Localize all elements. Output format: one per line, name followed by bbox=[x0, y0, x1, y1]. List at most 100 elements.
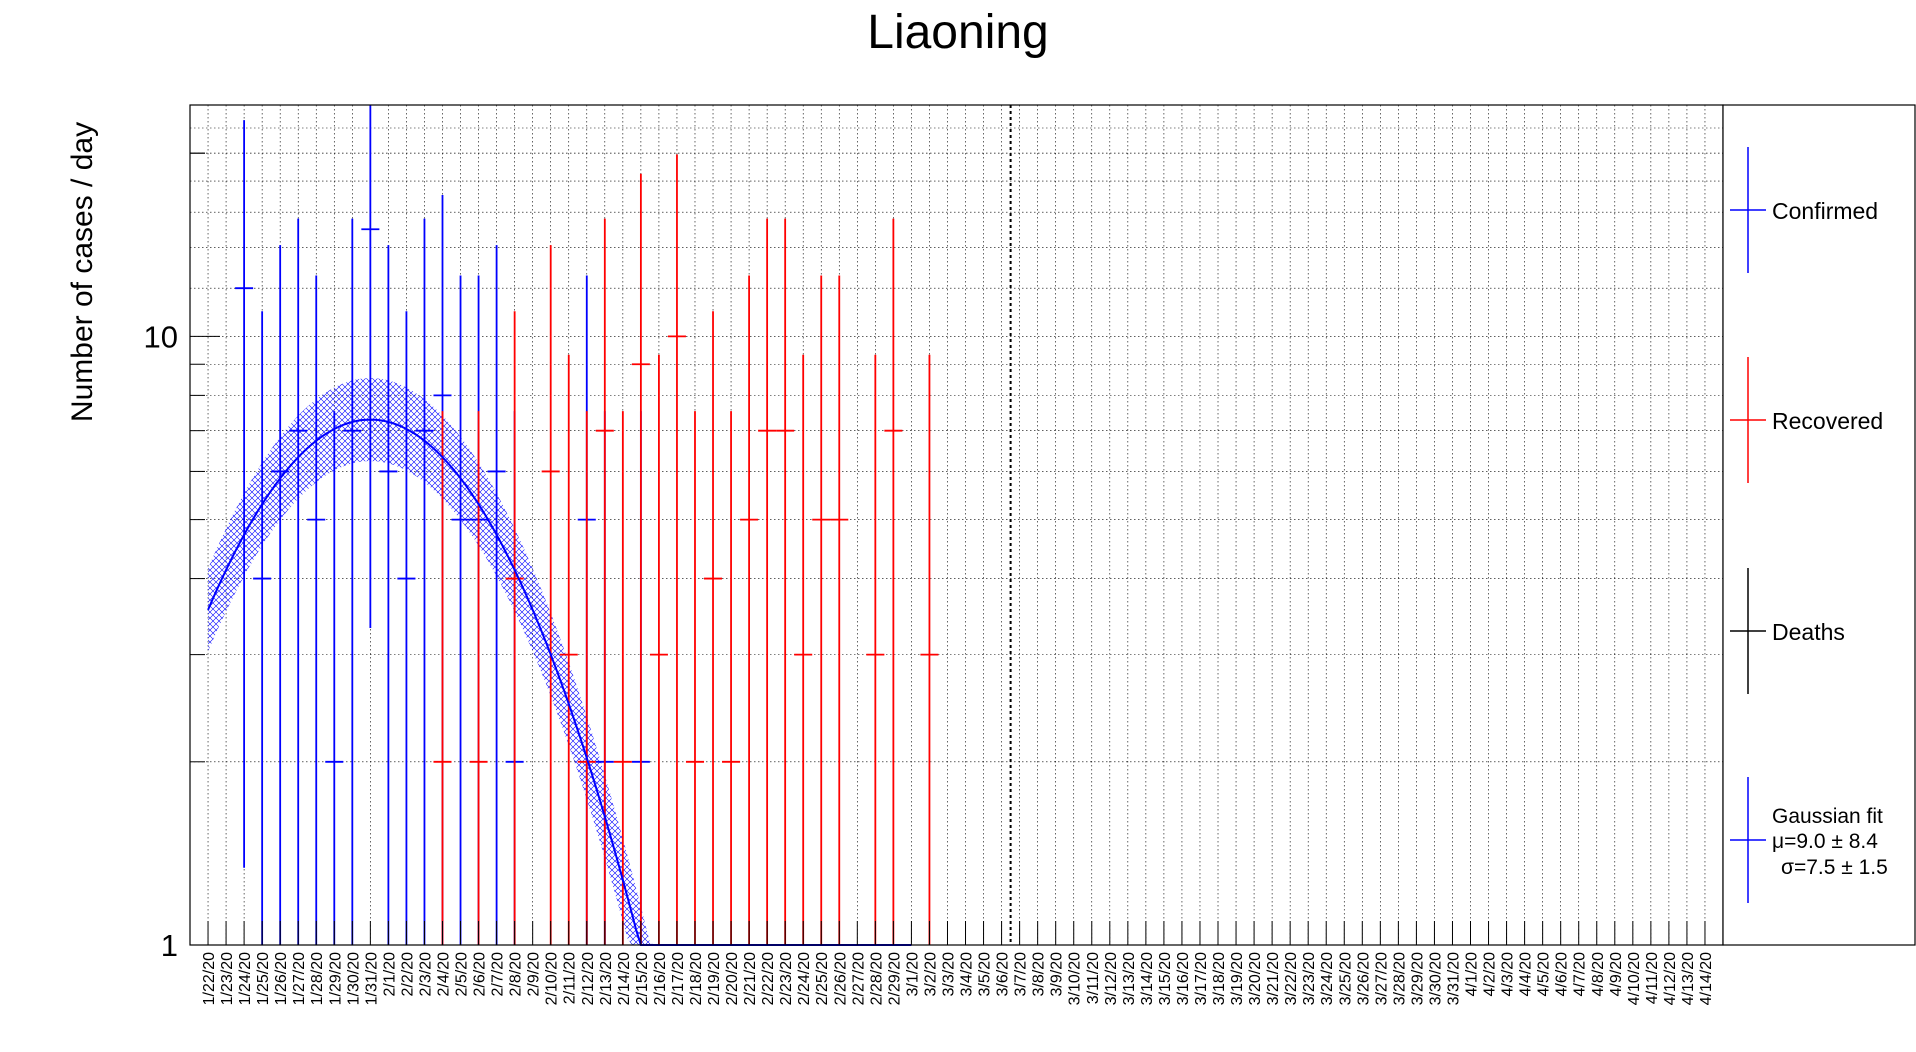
x-tick-label: 1/29/20 bbox=[327, 952, 344, 1005]
x-tick-label: 3/27/20 bbox=[1373, 952, 1390, 1005]
x-tick-label: 3/29/20 bbox=[1409, 952, 1426, 1005]
x-tick-label: 3/2/20 bbox=[922, 952, 939, 997]
x-tick-label: 3/15/20 bbox=[1157, 952, 1174, 1005]
x-tick-label: 3/23/20 bbox=[1301, 952, 1318, 1005]
axes: 1/22/20 1/23/20 1/24/20 1/25/20 1/26/20 1/27/… bbox=[144, 152, 1715, 1005]
x-tick-label: 1/31/20 bbox=[363, 952, 380, 1005]
y-tick-label: 1 bbox=[161, 928, 178, 963]
x-tick-label: 3/16/20 bbox=[1175, 952, 1192, 1005]
fit-band-area bbox=[208, 378, 912, 945]
legend-fit-label: Gaussian fit bbox=[1772, 805, 1883, 828]
x-tick-label: 2/11/20 bbox=[562, 952, 579, 1004]
legend-box bbox=[1722, 104, 1916, 946]
x-tick-label: 2/13/20 bbox=[598, 952, 615, 1005]
legend-recovered-label: Recovered bbox=[1772, 408, 1883, 434]
x-tick-label: 2/25/20 bbox=[814, 952, 831, 1005]
x-tick-label: 2/10/20 bbox=[544, 952, 561, 1005]
x-tick-label: 1/24/20 bbox=[237, 952, 254, 1005]
x-tick-label: 4/10/20 bbox=[1626, 952, 1643, 1005]
x-tick-label: 4/11/20 bbox=[1644, 952, 1661, 1004]
x-tick-label: 2/20/20 bbox=[724, 952, 741, 1005]
x-tick-label: 3/4/20 bbox=[959, 952, 976, 997]
x-tick-label: 4/9/20 bbox=[1608, 952, 1625, 997]
x-tick-label: 1/25/20 bbox=[255, 952, 272, 1005]
x-tick-label: 3/11/20 bbox=[1085, 952, 1102, 1004]
x-tick-label: 3/31/20 bbox=[1445, 952, 1462, 1005]
x-tick-label: 4/4/20 bbox=[1518, 952, 1535, 997]
x-tick-label: 2/2/20 bbox=[399, 952, 416, 997]
x-tick-label: 2/5/20 bbox=[454, 952, 471, 997]
x-tick-label: 3/20/20 bbox=[1247, 952, 1264, 1005]
x-tick-label: 2/17/20 bbox=[670, 952, 687, 1005]
x-tick-label: 2/29/20 bbox=[886, 952, 903, 1005]
x-tick-label: 2/21/20 bbox=[742, 952, 759, 1005]
x-tick-label: 1/22/20 bbox=[201, 952, 218, 1005]
x-tick-label: 1/30/20 bbox=[345, 952, 362, 1005]
x-tick-label: 4/1/20 bbox=[1464, 952, 1481, 997]
x-tick-label: 3/30/20 bbox=[1427, 952, 1444, 1005]
x-tick-label: 4/14/20 bbox=[1698, 952, 1715, 1005]
x-tick-label: 2/24/20 bbox=[796, 952, 813, 1005]
x-tick-label: 4/13/20 bbox=[1680, 952, 1697, 1005]
x-tick-label: 4/6/20 bbox=[1554, 952, 1571, 997]
x-tick-label: 4/12/20 bbox=[1662, 952, 1679, 1005]
x-tick-label: 2/7/20 bbox=[490, 952, 507, 997]
x-tick-label: 2/28/20 bbox=[868, 952, 885, 1005]
x-tick-label: 1/28/20 bbox=[309, 952, 326, 1005]
y-axis-label: Number of cases / day bbox=[66, 122, 99, 422]
x-tick-label: 4/5/20 bbox=[1536, 952, 1553, 997]
x-tick-label: 2/3/20 bbox=[417, 952, 434, 997]
x-tick-label: 3/3/20 bbox=[940, 952, 957, 997]
x-tick-label: 3/6/20 bbox=[995, 952, 1012, 997]
x-tick-label: 4/8/20 bbox=[1590, 952, 1607, 997]
x-tick-label: 3/25/20 bbox=[1337, 952, 1354, 1005]
x-tick-label: 2/12/20 bbox=[580, 952, 597, 1005]
y-tick-label: 10 bbox=[144, 319, 178, 354]
x-tick-label: 2/19/20 bbox=[706, 952, 723, 1005]
x-tick-label: 1/23/20 bbox=[219, 952, 236, 1005]
x-tick-label: 3/1/20 bbox=[904, 952, 921, 997]
chart-title: Liaoning bbox=[867, 6, 1049, 59]
x-tick-label: 2/6/20 bbox=[472, 952, 489, 997]
x-tick-label: 3/9/20 bbox=[1049, 952, 1066, 997]
x-tick-label: 4/7/20 bbox=[1572, 952, 1589, 997]
x-tick-label: 2/23/20 bbox=[778, 952, 795, 1005]
x-tick-label: 3/17/20 bbox=[1193, 952, 1210, 1005]
x-tick-label: 2/22/20 bbox=[760, 952, 777, 1005]
x-tick-label: 2/9/20 bbox=[526, 952, 543, 997]
x-tick-label: 2/18/20 bbox=[688, 952, 705, 1005]
x-tick-label: 3/21/20 bbox=[1265, 952, 1282, 1005]
x-tick-label: 3/7/20 bbox=[1013, 952, 1030, 997]
x-tick-label: 2/4/20 bbox=[435, 952, 452, 997]
legend-deaths-label: Deaths bbox=[1772, 619, 1845, 645]
x-tick-label: 2/27/20 bbox=[850, 952, 867, 1005]
x-tick-label: 3/24/20 bbox=[1319, 952, 1336, 1005]
x-tick-label: 3/26/20 bbox=[1355, 952, 1372, 1005]
legend-fit-sigma: σ=7.5 ± 1.5 bbox=[1781, 856, 1888, 879]
x-tick-label: 3/10/20 bbox=[1067, 952, 1084, 1005]
x-tick-label: 1/27/20 bbox=[291, 952, 308, 1005]
x-tick-label: 3/22/20 bbox=[1283, 952, 1300, 1005]
x-tick-label: 2/15/20 bbox=[634, 952, 651, 1005]
x-tick-label: 1/26/20 bbox=[273, 952, 290, 1005]
x-tick-label: 2/16/20 bbox=[652, 952, 669, 1005]
x-tick-label: 3/19/20 bbox=[1229, 952, 1246, 1005]
x-tick-label: 2/1/20 bbox=[381, 952, 398, 997]
plot-frame bbox=[189, 104, 1724, 946]
x-tick-label: 4/3/20 bbox=[1500, 952, 1517, 997]
x-tick-label: 2/26/20 bbox=[832, 952, 849, 1005]
data-series bbox=[235, 105, 939, 945]
x-tick-label: 3/8/20 bbox=[1031, 952, 1048, 997]
x-tick-label: 3/18/20 bbox=[1211, 952, 1228, 1005]
fit-error-band bbox=[208, 378, 912, 945]
x-tick-label: 2/8/20 bbox=[508, 952, 525, 997]
legend-fit-mu: μ=9.0 ± 8.4 bbox=[1772, 830, 1878, 853]
x-tick-label: 4/2/20 bbox=[1482, 952, 1499, 997]
x-tick-label: 2/14/20 bbox=[616, 952, 633, 1005]
x-tick-label: 3/13/20 bbox=[1121, 952, 1138, 1005]
x-tick-label: 3/12/20 bbox=[1103, 952, 1120, 1005]
legend: Confirmed Recovered Deaths Gaussian fit … bbox=[1722, 104, 1916, 946]
x-tick-label: 3/28/20 bbox=[1391, 952, 1408, 1005]
x-tick-label: 3/14/20 bbox=[1139, 952, 1156, 1005]
